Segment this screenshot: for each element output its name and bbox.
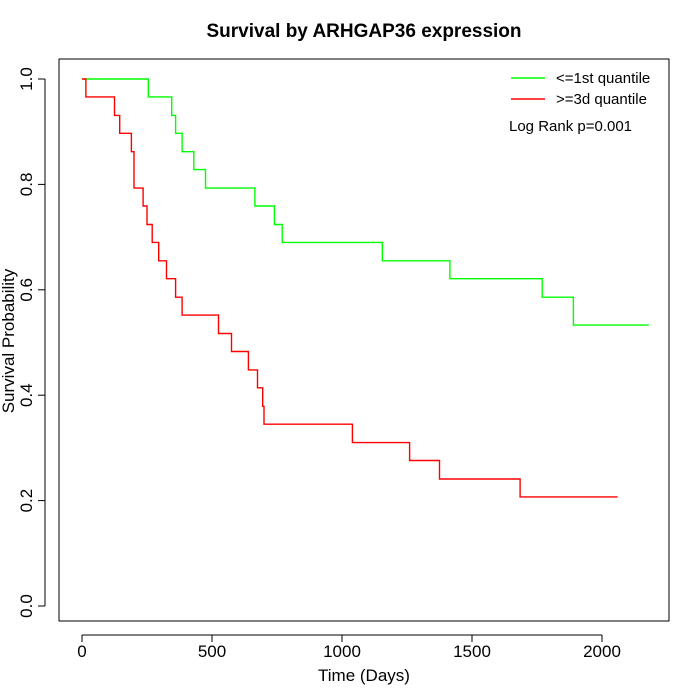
legend-label: >=3d quantile	[556, 91, 647, 108]
y-tick-label: 1.0	[17, 67, 36, 91]
series-layer	[82, 78, 649, 498]
x-tick-label: 1000	[323, 642, 361, 661]
x-tick-label: 2000	[583, 642, 621, 661]
y-tick-label: 0.8	[17, 173, 36, 197]
y-tick-label: 0.2	[17, 489, 36, 513]
y-axis: 0.0 0.2 0.4 0.6 0.8 1.0	[17, 67, 46, 618]
x-axis: 0 500 1000 1500 2000	[77, 634, 621, 661]
x-tick-label: 1500	[453, 642, 491, 661]
x-tick-label: 0	[77, 642, 86, 661]
legend-label: <=1st quantile	[556, 70, 650, 87]
log-rank-annotation: Log Rank p=0.001	[509, 118, 632, 135]
x-axis-label: Time (Days)	[318, 666, 410, 685]
x-tick-label: 500	[198, 642, 226, 661]
plot-frame	[58, 58, 670, 622]
series-line-low	[82, 78, 649, 326]
y-axis-label: Survival Probability	[0, 268, 18, 413]
series-line-high	[82, 78, 618, 498]
legend: <=1st quantile >=3d quantile	[511, 70, 650, 108]
y-tick-label: 0.0	[17, 594, 36, 618]
chart-title: Survival by ARHGAP36 expression	[206, 21, 521, 42]
y-tick-label: 0.6	[17, 278, 36, 302]
y-tick-label: 0.4	[17, 383, 36, 407]
